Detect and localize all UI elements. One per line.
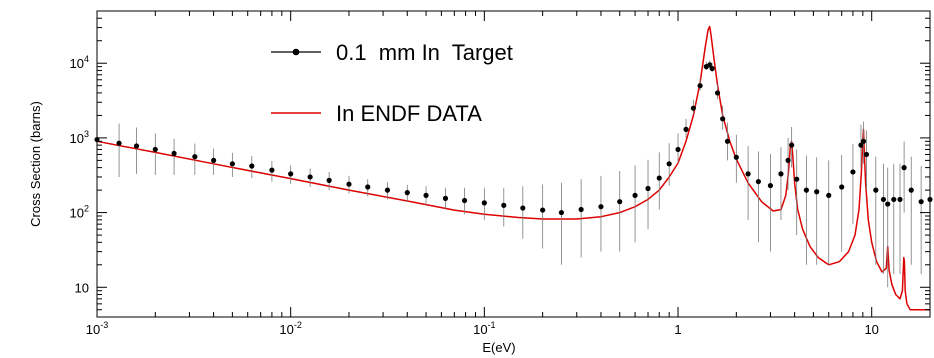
data-point (789, 142, 795, 148)
data-point (404, 190, 410, 196)
legend-ref-label: In ENDF DATA (336, 101, 482, 126)
data-point (885, 201, 891, 207)
x-tick-label: 1 (674, 322, 681, 337)
data-point (767, 182, 774, 189)
y-tick-label: 104 (70, 54, 89, 71)
data-point (720, 116, 726, 122)
data-point (520, 205, 526, 211)
data-point (384, 187, 391, 193)
tick-exponent: 2 (84, 204, 89, 214)
data-point (171, 150, 177, 157)
data-point (192, 154, 198, 160)
y-tick-label: 103 (70, 129, 89, 146)
data-point (211, 157, 217, 163)
data-point (908, 187, 914, 193)
data-point (724, 138, 731, 144)
y-tick-label: 102 (70, 204, 89, 221)
data-point (326, 177, 332, 183)
data-point (683, 126, 689, 132)
tick-base: 10 (70, 206, 84, 221)
data-point (785, 157, 791, 163)
series-data-points (94, 60, 933, 288)
data-point (288, 171, 294, 177)
data-point (249, 163, 255, 169)
data-point (863, 151, 870, 158)
y-axis-title: Cross Section (barns) (28, 101, 43, 227)
data-point (558, 209, 565, 216)
data-point (755, 178, 761, 185)
data-point (617, 199, 623, 205)
x-tick-label: 10-1 (473, 320, 495, 337)
data-point (365, 184, 371, 190)
y-tick-label: 10 (75, 280, 89, 295)
data-point (116, 140, 122, 146)
data-point (598, 204, 604, 210)
data-point (814, 189, 820, 195)
data-point (901, 165, 907, 171)
tick-base: 10 (473, 322, 487, 337)
data-point (645, 185, 651, 192)
data-point (803, 187, 809, 193)
data-point (229, 161, 235, 167)
tick-base: 10 (86, 322, 100, 337)
tick-exponent: -3 (100, 320, 108, 330)
data-point (133, 143, 140, 149)
data-point (733, 154, 739, 160)
data-point (860, 138, 867, 144)
data-point (269, 167, 275, 173)
data-point (778, 171, 784, 177)
axis-ticks (96, 10, 931, 318)
data-point (152, 146, 158, 153)
legend-data-label: 0.1 mm In Target (336, 40, 513, 65)
tick-base: 10 (70, 56, 84, 71)
data-point (481, 200, 487, 206)
data-point (714, 90, 721, 96)
data-point (578, 206, 584, 213)
plot-frame (96, 10, 931, 318)
tick-base: 10 (70, 131, 84, 146)
data-point (826, 192, 832, 198)
data-point (632, 192, 638, 198)
data-point (461, 197, 468, 204)
legend: 0.1 mm In Target In ENDF DATA (271, 40, 513, 126)
tick-exponent: 3 (84, 129, 89, 139)
tick-exponent: -1 (488, 320, 496, 330)
data-point (794, 176, 800, 182)
data-point (346, 181, 352, 187)
data-point (897, 196, 903, 203)
data-point (709, 65, 715, 72)
data-point (918, 199, 924, 205)
x-tick-label: 10 (864, 322, 878, 337)
x-tick-label: 10-2 (279, 320, 301, 337)
data-point (873, 187, 879, 193)
data-point (839, 184, 845, 190)
tick-base: 10 (279, 322, 293, 337)
tick-exponent: 4 (84, 54, 89, 64)
data-point (858, 142, 864, 148)
data-point (423, 192, 429, 198)
data-point (501, 202, 507, 208)
data-point (540, 207, 546, 213)
data-point (690, 105, 696, 111)
x-tick-labels: 10-3 10-2 10-1 1 10 (86, 320, 879, 337)
data-point (675, 146, 681, 153)
data-point (656, 175, 662, 181)
data-point (891, 196, 897, 203)
tick-exponent: -2 (294, 320, 302, 330)
x-tick-label: 10-3 (86, 320, 108, 337)
data-point (307, 174, 313, 180)
data-point (697, 83, 703, 89)
data-point (442, 195, 449, 201)
data-point (745, 171, 751, 177)
data-point (666, 161, 672, 167)
data-point (850, 169, 856, 175)
data-point (880, 196, 887, 203)
legend-data-marker (292, 48, 300, 56)
x-axis-title: E(eV) (482, 340, 515, 355)
